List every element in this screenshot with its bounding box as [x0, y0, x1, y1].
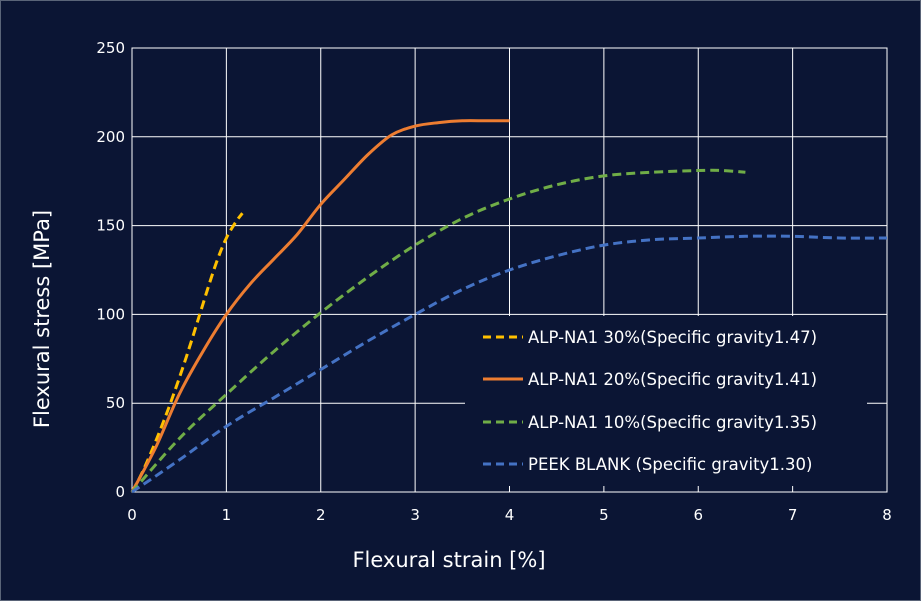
legend-item-alp-na1-20: ALP-NA1 20%(Specific gravity1.41): [483, 370, 817, 389]
x-tick-label: 7: [788, 506, 798, 524]
y-tick-label: 200: [96, 128, 125, 146]
series-line-3: [131, 234, 888, 494]
y-tick-labels: 0 50 100 150 200 250: [96, 39, 125, 501]
x-tick-label: 0: [127, 506, 137, 524]
x-tick-label: 2: [316, 506, 326, 524]
x-tick-label: 6: [693, 506, 703, 524]
series-line-0: [130, 212, 244, 493]
y-tick-label: 250: [96, 39, 125, 57]
legend: ALP-NA1 30%(Specific gravity1.47) ALP-NA…: [465, 316, 867, 486]
x-axis-title: Flexural strain [%]: [352, 548, 545, 572]
legend-label: ALP-NA1 30%(Specific gravity1.47): [528, 328, 817, 347]
legend-item-alp-na1-10: ALP-NA1 10%(Specific gravity1.35): [483, 413, 817, 432]
series-line-2: [130, 168, 746, 493]
x-tick-label: 4: [505, 506, 515, 524]
y-tick-label: 150: [96, 217, 125, 235]
grid: [131, 47, 888, 493]
series-line-1: [130, 119, 510, 493]
x-tick-label: 5: [599, 506, 609, 524]
x-tick-labels: 0 1 2 3 4 5 6 7 8: [127, 506, 892, 524]
legend-label: ALP-NA1 10%(Specific gravity1.35): [528, 413, 817, 432]
legend-item-peek-blank: PEEK BLANK (Specific gravity1.30): [483, 455, 812, 474]
legend-label: ALP-NA1 20%(Specific gravity1.41): [528, 370, 817, 389]
x-tick-label: 1: [222, 506, 232, 524]
y-tick-label: 100: [96, 305, 125, 323]
series-lines: [130, 119, 888, 494]
legend-label: PEEK BLANK (Specific gravity1.30): [528, 455, 812, 474]
legend-item-alp-na1-30: ALP-NA1 30%(Specific gravity1.47): [483, 328, 817, 347]
y-axis-title: Flexural stress [MPa]: [30, 210, 54, 428]
x-tick-label: 3: [410, 506, 420, 524]
legend-box: [465, 316, 867, 486]
x-tick-label: 8: [882, 506, 892, 524]
y-tick-label: 50: [106, 394, 125, 412]
y-tick-label: 0: [115, 483, 125, 501]
